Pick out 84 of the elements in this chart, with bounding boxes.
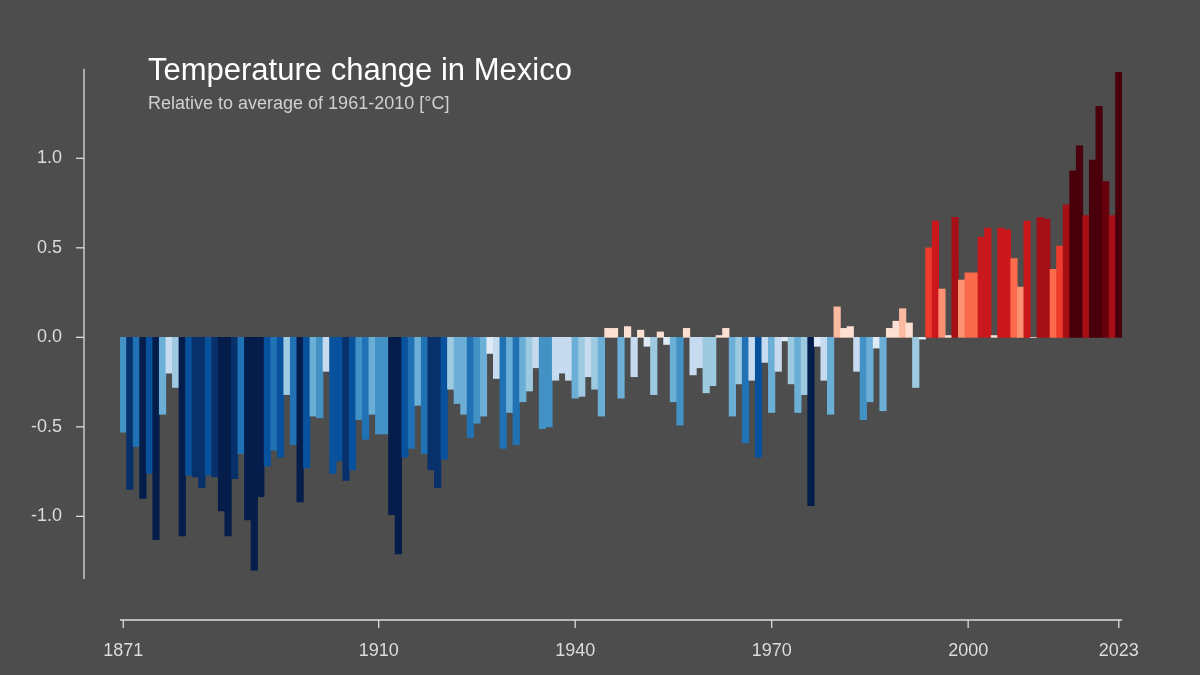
bar xyxy=(414,337,422,406)
chart-title: Temperature change in Mexico xyxy=(148,52,572,88)
bar xyxy=(905,322,913,338)
bar xyxy=(663,337,671,345)
bar xyxy=(303,337,311,469)
bar xyxy=(532,337,540,369)
bar xyxy=(158,337,167,415)
bar xyxy=(231,337,239,480)
bar xyxy=(139,337,147,499)
x-tick-label: 1871 xyxy=(103,639,144,660)
bar xyxy=(578,337,586,397)
bar xyxy=(506,337,514,413)
bar xyxy=(316,337,324,419)
bar xyxy=(807,337,815,506)
bar xyxy=(591,337,599,390)
bar xyxy=(656,331,664,338)
x-tick-label: 1940 xyxy=(555,639,596,660)
bar xyxy=(1115,72,1123,338)
x-tick-label: 2023 xyxy=(1098,639,1139,660)
bar xyxy=(211,337,219,478)
bar xyxy=(362,337,370,440)
bar xyxy=(479,337,488,417)
bar xyxy=(879,337,887,412)
bar xyxy=(1010,258,1018,338)
y-tick-label: -0.5 xyxy=(30,415,62,436)
bar xyxy=(754,337,763,458)
bar xyxy=(820,337,828,381)
bar xyxy=(623,326,632,338)
y-tick-label: 1.0 xyxy=(36,147,62,168)
bar xyxy=(440,337,448,460)
bar xyxy=(938,288,946,338)
bar xyxy=(1082,215,1090,338)
bar xyxy=(735,337,743,385)
bar xyxy=(492,337,501,379)
bar xyxy=(794,337,802,413)
bar xyxy=(486,337,494,354)
bar xyxy=(270,337,278,451)
x-tick-label: 1910 xyxy=(358,639,399,660)
bar xyxy=(355,337,363,420)
bar xyxy=(931,220,940,338)
bar xyxy=(774,337,782,372)
x-tick-label: 2000 xyxy=(948,639,989,660)
bar xyxy=(172,337,180,388)
bar xyxy=(152,337,160,540)
bar xyxy=(676,337,684,426)
bar xyxy=(650,337,658,395)
bar xyxy=(748,337,756,381)
y-tick-label: -1.0 xyxy=(30,505,62,526)
bar xyxy=(944,335,953,338)
bar xyxy=(630,337,638,378)
bar xyxy=(682,328,691,338)
bar xyxy=(519,337,527,403)
bar xyxy=(289,337,298,446)
bar xyxy=(781,337,789,342)
bar xyxy=(833,306,841,338)
bar xyxy=(866,337,874,403)
bar xyxy=(617,337,625,399)
bar xyxy=(827,337,835,415)
bar xyxy=(473,337,481,424)
bar xyxy=(1056,245,1064,338)
bar xyxy=(853,337,861,372)
bar xyxy=(185,337,193,476)
bar xyxy=(283,337,291,395)
bar xyxy=(276,337,285,458)
bar xyxy=(768,337,776,413)
bar xyxy=(342,337,350,481)
bar xyxy=(597,337,605,417)
x-tick-label: 1970 xyxy=(751,639,792,660)
bar xyxy=(126,337,134,490)
y-tick-label: 0.0 xyxy=(36,326,62,347)
text: Relative to average of 1961-2010 [°C] xyxy=(148,93,450,114)
bar xyxy=(990,335,998,338)
bar xyxy=(401,337,409,458)
bar xyxy=(925,247,933,338)
bar xyxy=(912,337,920,388)
bar xyxy=(447,337,455,390)
y-tick-label: 0.5 xyxy=(36,236,62,257)
bar xyxy=(951,217,959,338)
bar xyxy=(1023,220,1031,338)
bar xyxy=(899,308,907,338)
bar xyxy=(637,329,645,338)
bar xyxy=(1102,181,1110,338)
bar xyxy=(741,337,750,444)
bar xyxy=(958,279,966,338)
